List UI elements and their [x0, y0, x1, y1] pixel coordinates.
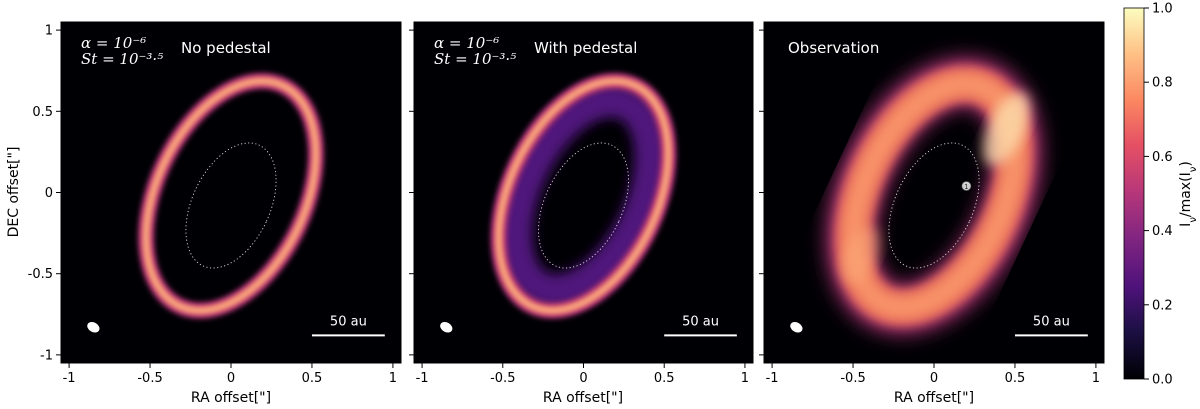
scale-bar-label: 50 au: [330, 314, 367, 329]
ring-core: [497, 79, 670, 312]
panel-parameter: α = 10⁻⁶: [81, 34, 146, 52]
ring-emission: [827, 58, 1041, 334]
ring-core: [144, 79, 318, 312]
panel-parameter: St = 10⁻³·⁵: [434, 50, 516, 68]
x-tick-label: 0: [930, 371, 938, 386]
y-tick-label: 0: [45, 186, 53, 201]
ring-emission: [138, 72, 324, 319]
x-tick-label: 0.5: [1005, 371, 1026, 386]
x-axis-label-panel-2: RA offset["]: [543, 390, 623, 406]
colorbar-tick-label: 0.2: [1152, 298, 1173, 313]
colorbar-gradient: [1123, 7, 1145, 380]
colorbar-tick-label: 1.0: [1152, 2, 1173, 17]
gap-dotted-ellipse: [888, 142, 980, 269]
panel-2: 50 au With pedestal α = 10⁻⁶St = 10⁻³·⁵: [414, 22, 753, 363]
scale-bar-label: 50 au: [1033, 314, 1070, 329]
scale-bar-label: 50 au: [682, 314, 719, 329]
beam-ellipse: [87, 321, 100, 333]
ring-highlight: [842, 226, 881, 283]
panel-parameter: α = 10⁻⁶: [434, 34, 499, 52]
axes-layer: -1 -0.5 0 0.5 1 1 0.5 0 -0.5 -1 -1 -0.5 0 0.5 1 -1 -0.5 0…: [28, 21, 1105, 386]
panel-title: Observation: [788, 39, 879, 57]
beam-ellipse: [440, 321, 453, 333]
x-tick-label: 0: [227, 371, 235, 386]
x-tick-label: 0.5: [654, 371, 675, 386]
y-tick-label: -0.5: [28, 267, 53, 282]
bright-arc: [982, 91, 1030, 166]
x-tick-label: -1: [63, 371, 76, 386]
colorbar-tick-label: 0.4: [1152, 224, 1173, 239]
panel-background: [414, 22, 753, 363]
panel-parameter: St = 10⁻³·⁵: [81, 50, 163, 68]
x-axis-label-panel-1: RA offset["]: [191, 390, 271, 406]
x-axis-label-panel-3: RA offset["]: [894, 390, 974, 406]
colorbar-tick-label: 0.8: [1152, 76, 1173, 91]
planet-marker-label: 1: [964, 183, 968, 191]
gap-dotted-ellipse: [185, 142, 277, 269]
panel-1: 50 au No pedestal α = 10⁻⁶St = 10⁻³·⁵: [61, 22, 401, 363]
x-tick-label: 1: [389, 371, 397, 386]
x-tick-label: 1: [1092, 371, 1100, 386]
beam-ellipse: [790, 321, 803, 333]
x-tick-label: -0.5: [137, 371, 162, 386]
x-tick-label: 1: [741, 371, 749, 386]
colorbar: 1.0 0.8 0.6 0.4 0.2 0.0 Iν/max(Iν): [1123, 2, 1199, 388]
ring-emission: [490, 72, 677, 319]
x-tick-label: -0.5: [490, 371, 515, 386]
panel-3: 1 50 au Observation: [764, 22, 1104, 363]
colorbar-tick-label: 0.6: [1152, 150, 1173, 165]
x-tick-label: 0.5: [302, 371, 323, 386]
pedestal-emission: [498, 83, 669, 309]
colorbar-ticks: 1.0 0.8 0.6 0.4 0.2 0.0: [1144, 2, 1173, 388]
ring-core: [843, 73, 1025, 318]
panel-title: No pedestal: [181, 39, 271, 57]
panel-background: [61, 22, 401, 363]
panel-title: With pedestal: [534, 39, 637, 57]
colorbar-tick-label: 0.0: [1152, 373, 1173, 388]
y-axis-label: DEC offset["]: [6, 147, 22, 238]
colorbar-label: Iν/max(Iν): [1178, 161, 1199, 227]
x-tick-label: -0.5: [840, 371, 865, 386]
y-tick-label: 1: [45, 24, 53, 39]
x-tick-label: -1: [766, 371, 779, 386]
y-tick-label: 0.5: [32, 105, 53, 120]
gap-dotted-ellipse: [538, 142, 629, 269]
planet-marker: [961, 181, 972, 191]
x-tick-label: 0: [579, 371, 587, 386]
x-tick-label: -1: [416, 371, 429, 386]
y-tick-label: -1: [40, 348, 53, 363]
